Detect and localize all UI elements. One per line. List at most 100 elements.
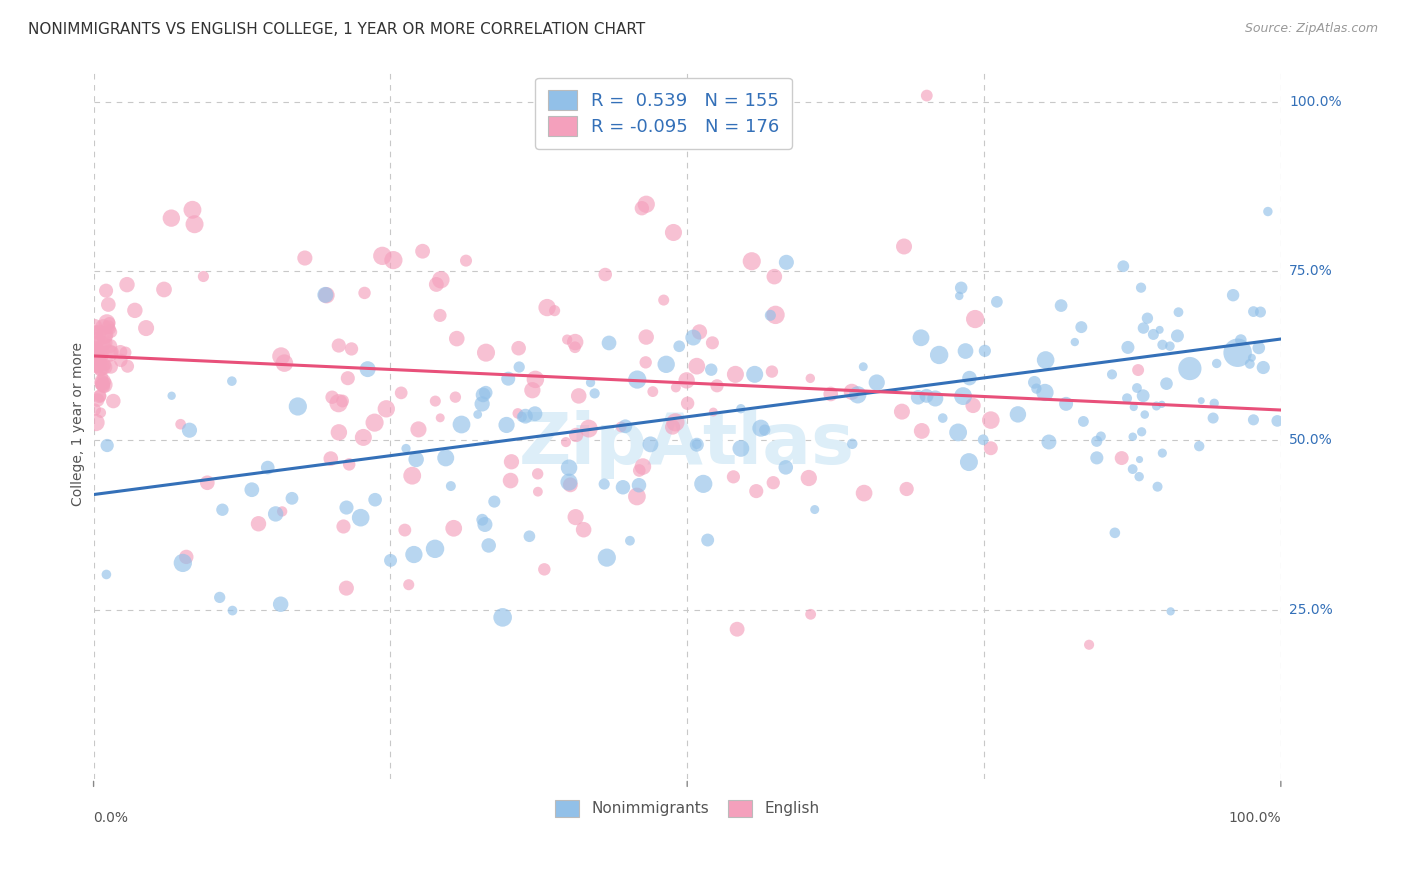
Point	[1230, 333, 1253, 347]
Point	[980, 441, 1002, 455]
Point	[98, 339, 121, 353]
Point	[495, 417, 517, 432]
Point	[749, 421, 772, 435]
Point	[555, 333, 578, 347]
Point	[626, 373, 648, 387]
Point	[478, 538, 501, 552]
Point	[91, 377, 114, 392]
Point	[87, 326, 110, 340]
Point	[402, 548, 425, 562]
Point	[583, 386, 606, 401]
Point	[474, 517, 496, 532]
Point	[1122, 462, 1144, 476]
Point	[765, 308, 787, 322]
Point	[93, 329, 115, 343]
Point	[928, 348, 950, 362]
Point	[484, 494, 506, 508]
Point	[686, 359, 709, 374]
Point	[472, 388, 495, 402]
Point	[443, 521, 465, 535]
Point	[89, 345, 111, 359]
Point	[626, 490, 648, 504]
Point	[408, 422, 430, 436]
Point	[389, 385, 412, 400]
Point	[94, 327, 117, 342]
Point	[83, 349, 105, 363]
Point	[117, 359, 139, 374]
Point	[96, 316, 118, 330]
Point	[100, 322, 122, 336]
Point	[336, 371, 359, 385]
Point	[1243, 413, 1265, 427]
Point	[1204, 396, 1226, 410]
Point	[1063, 334, 1085, 349]
Point	[90, 406, 112, 420]
Point	[321, 390, 343, 404]
Point	[501, 455, 523, 469]
Point	[319, 451, 342, 466]
Point	[579, 376, 602, 390]
Point	[1167, 305, 1189, 319]
Point	[98, 316, 121, 330]
Point	[754, 423, 776, 437]
Point	[401, 468, 423, 483]
Point	[352, 430, 374, 444]
Point	[1156, 376, 1178, 391]
Point	[612, 480, 634, 494]
Point	[852, 359, 875, 374]
Point	[986, 294, 1008, 309]
Point	[273, 356, 295, 370]
Point	[555, 435, 578, 450]
Point	[353, 285, 375, 300]
Point	[924, 392, 946, 406]
Point	[636, 330, 658, 344]
Point	[1257, 204, 1279, 219]
Point	[394, 523, 416, 537]
Point	[270, 597, 292, 611]
Point	[94, 284, 117, 298]
Point	[446, 332, 468, 346]
Point	[1070, 320, 1092, 334]
Point	[96, 438, 118, 452]
Point	[314, 288, 336, 302]
Point	[730, 401, 752, 416]
Point	[440, 479, 463, 493]
Point	[328, 338, 350, 352]
Point	[256, 460, 278, 475]
Point	[558, 475, 581, 489]
Text: 25.0%: 25.0%	[1289, 602, 1333, 616]
Point	[841, 384, 863, 399]
Point	[564, 334, 586, 349]
Point	[527, 484, 550, 499]
Point	[911, 424, 934, 438]
Point	[696, 533, 718, 547]
Point	[846, 388, 869, 402]
Point	[1073, 414, 1095, 428]
Point	[957, 455, 980, 469]
Point	[1122, 400, 1144, 414]
Point	[706, 379, 728, 393]
Point	[853, 486, 876, 500]
Point	[335, 581, 357, 595]
Point	[467, 408, 489, 422]
Point	[398, 577, 420, 591]
Point	[172, 556, 194, 570]
Text: 75.0%: 75.0%	[1289, 264, 1333, 278]
Point	[1205, 356, 1227, 370]
Point	[965, 312, 987, 326]
Point	[893, 239, 915, 253]
Point	[412, 244, 434, 259]
Point	[1054, 397, 1077, 411]
Point	[93, 344, 115, 359]
Point	[636, 197, 658, 211]
Point	[655, 357, 678, 371]
Point	[730, 442, 752, 456]
Point	[741, 254, 763, 268]
Point	[1038, 435, 1060, 450]
Point	[799, 371, 821, 385]
Point	[91, 370, 114, 384]
Point	[1149, 323, 1171, 337]
Point	[93, 380, 115, 394]
Point	[634, 355, 657, 369]
Point	[724, 368, 747, 382]
